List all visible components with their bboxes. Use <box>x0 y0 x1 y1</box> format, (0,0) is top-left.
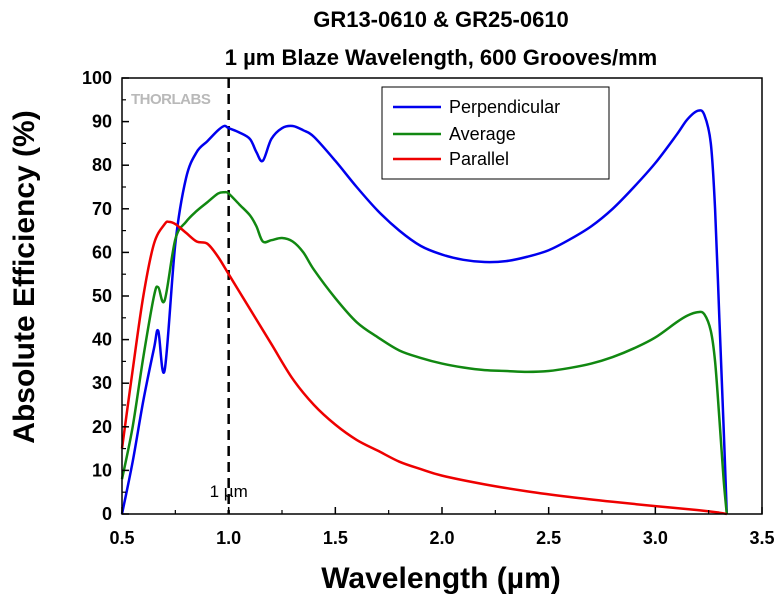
x-tick-label: 3.5 <box>749 528 774 548</box>
x-tick-label: 2.5 <box>536 528 561 548</box>
series-line-perpendicular <box>120 109 729 515</box>
y-tick-label: 80 <box>92 155 112 175</box>
y-tick-label: 60 <box>92 242 112 262</box>
y-tick-label: 0 <box>102 504 112 524</box>
legend-label-perpendicular: Perpendicular <box>449 97 560 117</box>
y-tick-label: 90 <box>92 112 112 132</box>
x-tick-label: 3.0 <box>643 528 668 548</box>
x-tick-label: 0.5 <box>109 528 134 548</box>
axis-ticks <box>121 77 763 515</box>
x-tick-label: 1.0 <box>216 528 241 548</box>
chart-title-line2: 1 µm Blaze Wavelength, 600 Grooves/mm <box>225 45 657 70</box>
blaze-wavelength-label: 1 µm <box>210 482 248 501</box>
x-tick-label: 1.5 <box>323 528 348 548</box>
chart-title-line1: GR13-0610 & GR25-0610 <box>313 7 569 32</box>
series-lines <box>120 109 729 516</box>
thorlabs-watermark: THORLABS <box>131 91 211 108</box>
legend: Perpendicular Average Parallel <box>381 86 610 180</box>
y-tick-label: 70 <box>92 199 112 219</box>
y-axis-label: Absolute Efficiency (%) <box>8 110 41 443</box>
x-tick-labels: 0.5 1.0 1.5 2.0 2.5 3.0 3.5 <box>109 528 774 548</box>
y-tick-label: 10 <box>92 460 112 480</box>
series-line-parallel <box>120 220 728 516</box>
y-tick-label: 40 <box>92 330 112 350</box>
y-tick-label: 100 <box>82 68 112 88</box>
y-tick-labels: 0 10 20 30 40 50 60 70 80 90 100 <box>82 68 112 524</box>
x-axis-label: Wavelength (µm) <box>321 562 561 595</box>
y-tick-label: 20 <box>92 417 112 437</box>
y-tick-label: 30 <box>92 373 112 393</box>
y-tick-label: 50 <box>92 286 112 306</box>
x-tick-label: 2.0 <box>429 528 454 548</box>
series-line-average <box>120 190 729 515</box>
legend-label-parallel: Parallel <box>449 149 509 169</box>
legend-label-average: Average <box>449 124 516 144</box>
